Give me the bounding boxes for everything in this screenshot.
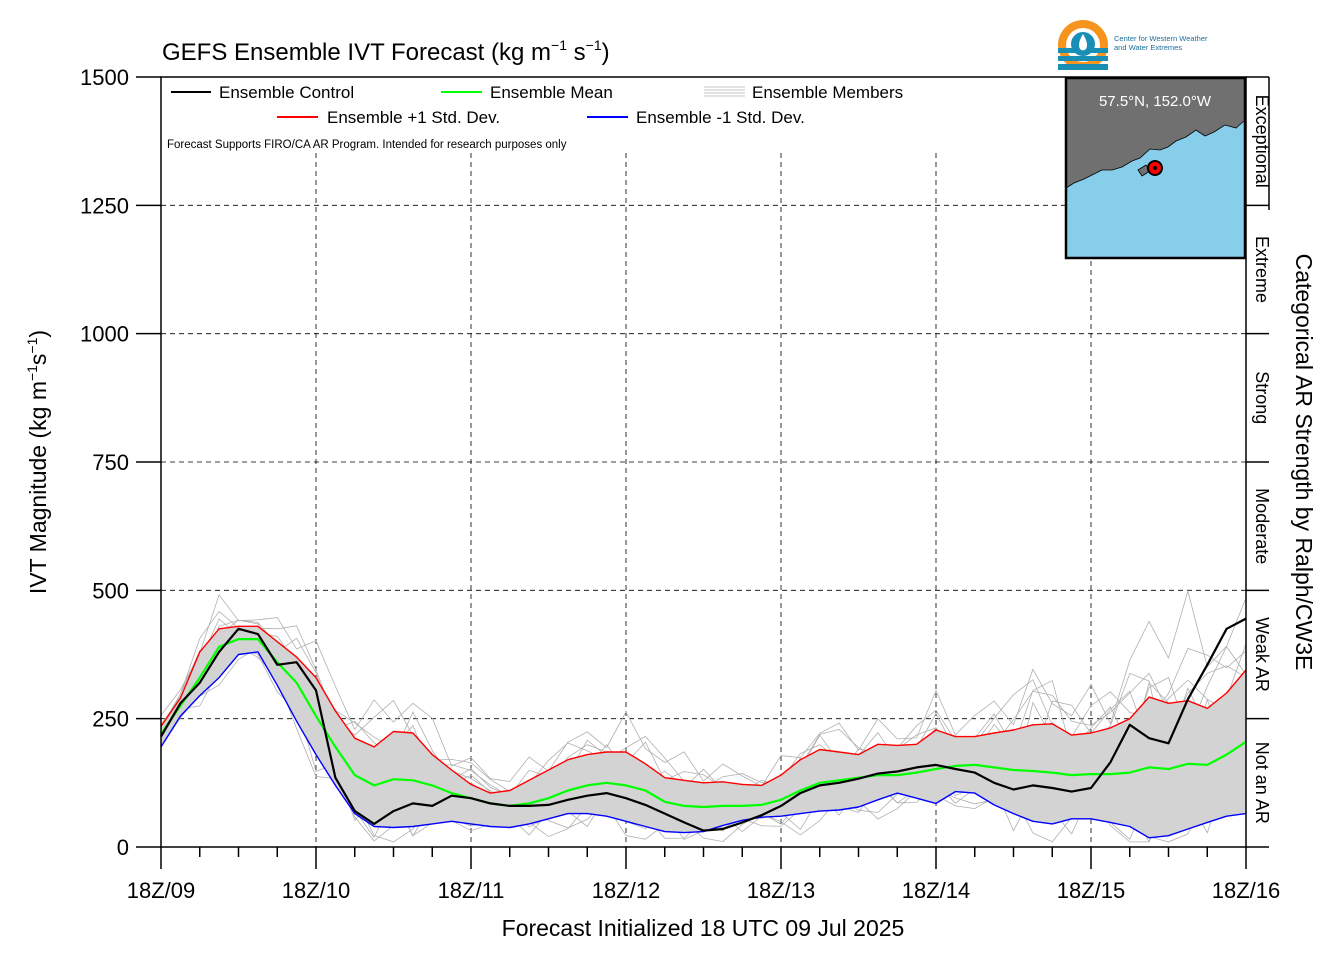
y-tick-label: 750 (92, 450, 129, 475)
x-tick-label: 18Z/12 (592, 878, 661, 903)
y-tick-label: 0 (117, 835, 129, 860)
legend-plus-std: Ensemble +1 Std. Dev. (327, 108, 500, 127)
category-label: Exceptional (1252, 95, 1272, 188)
x-axis-title: Forecast Initialized 18 UTC 09 Jul 2025 (502, 915, 905, 941)
x-tick-label: 18Z/10 (282, 878, 351, 903)
legend: Ensemble Control Ensemble Mean Ensemble … (167, 83, 903, 151)
legend-mean: Ensemble Mean (490, 83, 613, 102)
category-axis: Not an AR Weak AR Moderate Strong Extreme Exc… (1246, 76, 1272, 848)
x-tick-label: 18Z/16 (1212, 878, 1281, 903)
y-axis-title: IVT Magnitude (kg m−1s−1) (24, 330, 51, 594)
legend-members: Ensemble Members (752, 83, 903, 102)
chart-title: GEFS Ensemble IVT Forecast (kg m−1 s−1) (162, 37, 610, 66)
y-tick-label: 1250 (80, 193, 129, 218)
x-tick-label: 18Z/14 (902, 878, 971, 903)
cw3e-logo: Center for Western Weather and Water Ext… (1058, 20, 1208, 70)
series-lines (160, 617, 1247, 839)
category-label: Strong (1252, 371, 1272, 424)
right-axis-title: Categorical AR Strength by Ralph/CW3E (1291, 254, 1317, 671)
category-label: Weak AR (1252, 617, 1272, 692)
y-tick-label: 1500 (80, 65, 129, 90)
legend-minus-std: Ensemble -1 Std. Dev. (636, 108, 805, 127)
x-tick-label: 18Z/09 (127, 878, 196, 903)
member-line (160, 619, 1247, 801)
inset-map: 57.5°N, 152.0°W (1064, 76, 1247, 260)
control-line (160, 617, 1247, 832)
logo-text-1: Center for Western Weather (1114, 34, 1208, 43)
x-axis: 18Z/09 18Z/10 18Z/11 18Z/12 18Z/13 18Z/14 18Z/… (127, 847, 1281, 903)
logo-text-2: and Water Extremes (1114, 43, 1182, 52)
y-axis: 0 250 500 750 1000 1250 1500 (80, 65, 161, 860)
y-tick-label: 500 (92, 578, 129, 603)
inset-label: 57.5°N, 152.0°W (1099, 93, 1212, 110)
category-label: Moderate (1252, 488, 1272, 564)
legend-control: Ensemble Control (219, 83, 354, 102)
x-tick-label: 18Z/15 (1057, 878, 1126, 903)
x-tick-label: 18Z/13 (747, 878, 816, 903)
category-label: Extreme (1252, 236, 1272, 303)
member-line (160, 589, 1247, 787)
y-tick-label: 1000 (80, 322, 129, 347)
inset-land (1065, 77, 1246, 189)
y-tick-label: 250 (92, 707, 129, 732)
disclaimer: Forecast Supports FIRO/CA AR Program. In… (167, 139, 567, 151)
category-label: Not an AR (1252, 742, 1272, 824)
x-tick-label: 18Z/11 (438, 878, 505, 903)
plus-std-line (160, 625, 1247, 794)
mean-line (160, 638, 1247, 809)
